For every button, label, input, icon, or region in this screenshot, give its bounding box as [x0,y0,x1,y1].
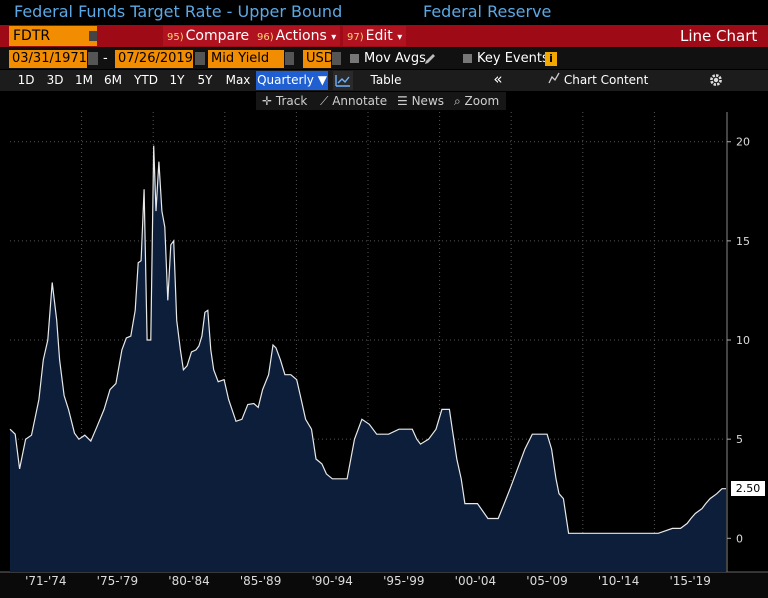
calendar-icon[interactable] [88,52,98,65]
x-axis-strip [0,572,768,598]
x-tick-label: '05-'09 [526,574,567,588]
period-6m-button[interactable]: 6M [104,73,122,87]
y-tick-label: 20 [736,136,750,149]
x-tick-label: '80-'84 [168,574,209,588]
period-ytd-button[interactable]: YTD [134,73,158,87]
period-1y-button[interactable]: 1Y [169,73,185,87]
chevron-down-icon: ▾ [331,32,337,43]
x-tick-label: '95-'99 [383,574,424,588]
chevron-down-icon[interactable] [332,52,341,65]
news-tool[interactable]: ☰ News [397,94,445,108]
line-chart-icon [548,71,560,90]
period-1d-button[interactable]: 1D [17,73,35,87]
pencil-icon[interactable] [423,51,437,65]
chart-title: Federal Funds Target Rate - Upper Bound [14,2,343,21]
pencil-icon: ⟋ [320,94,333,108]
y-tick-label: 10 [736,334,750,347]
series-area [10,145,726,572]
checkbox-icon[interactable] [350,54,359,63]
info-icon[interactable]: i [545,52,557,66]
tool-group [256,92,506,110]
field-select[interactable]: Mid Yield [208,50,284,68]
x-tick-label: '75-'79 [97,574,138,588]
zoom-icon: ⌕ [454,94,465,108]
news-icon: ☰ [397,94,412,108]
y-axis: 0 5 10 15 20 [727,136,750,545]
period-1m-button[interactable]: 1M [75,73,93,87]
period-bar [0,70,768,91]
title-bar [0,0,768,24]
y-tick-label: 5 [736,433,743,446]
last-value-label: 2.50 [731,480,765,496]
period-3d-button[interactable]: 3D [46,73,64,87]
gear-icon[interactable] [708,72,724,88]
range-dash: - [103,51,108,66]
crosshair-icon: ✛ [262,94,276,108]
view-name: Line Chart [680,27,758,45]
mov-avgs-toggle[interactable]: Mov Avgs [350,50,426,68]
x-tick-label: '85-'89 [240,574,281,588]
period-max-button[interactable]: Max [225,73,251,87]
x-tick-label: '10-'14 [598,574,639,588]
x-tick-label: '71-'74 [25,574,66,588]
collapse-icon[interactable]: « [493,70,503,88]
start-date-field[interactable]: 03/31/1971 [9,50,87,68]
calendar-icon[interactable] [195,52,205,65]
chevron-down-icon[interactable] [285,52,294,65]
currency-select[interactable]: USD [303,50,334,68]
edit-button[interactable]: 97) Edit ▾ [343,26,407,46]
x-tick-label: '15-'19 [669,574,710,588]
frequency-select[interactable]: Quarterly ▼ [256,71,328,90]
table-button[interactable]: Table [370,73,402,87]
end-date-field[interactable]: 07/26/2019 [115,50,193,68]
key-events-toggle[interactable]: Key Events [463,50,549,68]
checkbox-icon[interactable] [463,54,472,63]
chart-source: Federal Reserve [423,2,552,21]
annotate-tool[interactable]: ⟋ Annotate [320,94,388,108]
x-tick-label: '90-'94 [311,574,352,588]
compare-button[interactable]: 95) Compare [163,26,254,46]
x-axis: '71-'74 '75-'79 '80-'84 '85-'89 '90-'94 '95-'… [25,574,711,588]
chart-content-button[interactable]: Chart Content [548,71,648,90]
line-chart-icon[interactable] [333,71,353,90]
ticker-dropdown-icon[interactable] [89,31,97,41]
track-tool[interactable]: ✛ Track [262,94,308,108]
period-5y-button[interactable]: 5Y [197,73,213,87]
actions-button[interactable]: 96) Actions ▾ [253,26,341,46]
x-tick-label: '00-'04 [455,574,496,588]
y-tick-label: 0 [736,532,743,545]
zoom-tool[interactable]: ⌕ Zoom [454,94,500,108]
series-line [9,145,726,534]
y-tick-label: 15 [736,235,750,248]
chevron-down-icon: ▾ [397,32,403,43]
